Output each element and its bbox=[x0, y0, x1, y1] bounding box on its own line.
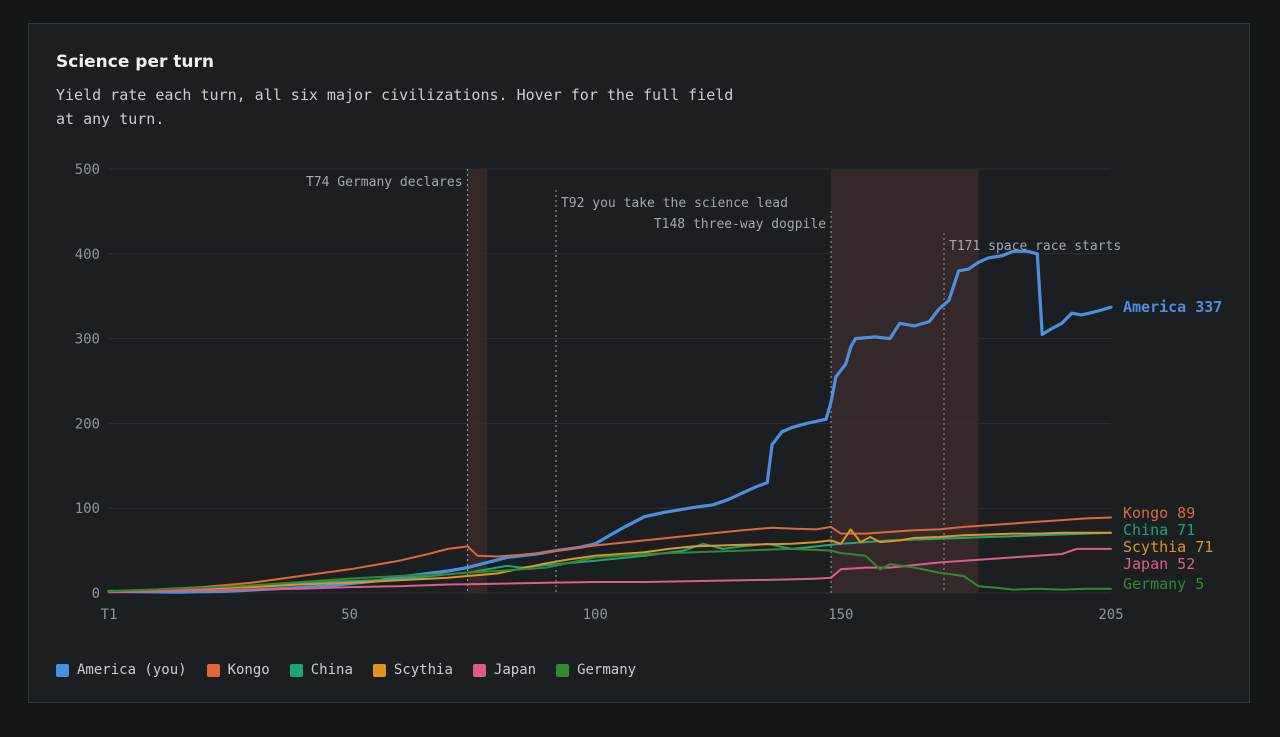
end-label-kongo: Kongo 89 bbox=[1123, 504, 1195, 522]
shaded-range-1 bbox=[467, 169, 488, 593]
legend-item-kongo[interactable]: Kongo bbox=[206, 662, 270, 678]
chart-subtitle: Yield rate each turn, all six major civi… bbox=[56, 86, 734, 128]
x-tick-label: 100 bbox=[583, 607, 608, 623]
x-tick-label: 150 bbox=[828, 607, 853, 623]
legend-swatch bbox=[472, 663, 486, 677]
legend-item-america[interactable]: America (you) bbox=[56, 662, 187, 678]
end-label-japan: Japan 52 bbox=[1123, 555, 1195, 573]
y-tick-label: 100 bbox=[75, 501, 100, 517]
legend-item-germany[interactable]: Germany bbox=[556, 662, 636, 678]
shaded-range-2 bbox=[831, 169, 979, 593]
x-tick-label: 205 bbox=[1098, 607, 1123, 623]
chart-legend: America (you) Kongo China Scythia Japan Germa… bbox=[56, 662, 636, 678]
series-line-kongo bbox=[108, 516, 1112, 593]
chart-title: Science per turn bbox=[56, 52, 215, 72]
y-tick-label: 400 bbox=[75, 247, 100, 263]
annotation-label: T74 Germany declares bbox=[306, 175, 463, 190]
series-line-america bbox=[107, 249, 1113, 594]
y-tick-label: 0 bbox=[92, 586, 100, 602]
legend-swatch bbox=[372, 663, 386, 677]
end-label-china: China 71 bbox=[1123, 521, 1195, 539]
legend-label: Japan bbox=[493, 662, 537, 678]
series-line-germany bbox=[108, 547, 1112, 593]
annotation-label: T92 you take the science lead bbox=[561, 196, 788, 211]
x-tick-label: 50 bbox=[341, 607, 358, 623]
annotation-label: T148 three-way dogpile bbox=[654, 217, 826, 232]
chart-card: Science per turn Yield rate each turn, a… bbox=[28, 23, 1250, 703]
legend-item-china[interactable]: China bbox=[289, 662, 353, 678]
end-label-scythia: Scythia 71 bbox=[1123, 538, 1213, 556]
end-label-germany: Germany 5 bbox=[1123, 575, 1204, 593]
legend-swatch bbox=[556, 663, 570, 677]
y-tick-label: 300 bbox=[75, 332, 100, 348]
series-line-japan bbox=[108, 547, 1112, 594]
legend-label: China bbox=[310, 662, 353, 678]
legend-swatch bbox=[289, 663, 303, 677]
legend-item-scythia[interactable]: Scythia bbox=[372, 662, 453, 678]
legend-swatch bbox=[56, 663, 69, 677]
legend-label: America (you) bbox=[77, 662, 187, 678]
y-tick-label: 500 bbox=[75, 162, 100, 178]
x-tick-label: T1 bbox=[101, 607, 118, 623]
legend-label: Kongo bbox=[227, 662, 270, 678]
y-tick-label: 200 bbox=[75, 416, 100, 432]
annotation-label: T171 space race starts bbox=[949, 239, 1121, 254]
series-line-scythia bbox=[108, 528, 1112, 593]
science-line-chart[interactable]: 0 100 200 300 400 500 T1 50 100 150 205 T74 Germa… bbox=[29, 24, 1251, 624]
legend-item-japan[interactable]: Japan bbox=[472, 662, 537, 678]
legend-label: Scythia bbox=[393, 662, 453, 678]
legend-swatch bbox=[206, 663, 220, 677]
end-label-america: America 337 bbox=[1123, 298, 1222, 316]
legend-label: Germany bbox=[577, 662, 637, 678]
